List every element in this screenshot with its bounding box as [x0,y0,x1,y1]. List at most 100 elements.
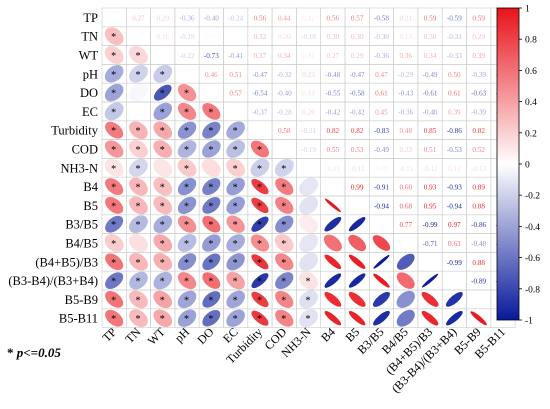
significance-star: * [160,70,165,81]
correlation-ellipse [104,27,124,46]
significance-star: * [281,277,286,288]
significance-star: * [135,51,140,62]
significance-star: * [135,126,140,137]
correlation-ellipse [153,64,173,83]
grid-cell [417,252,443,272]
correlation-ellipse [323,234,342,252]
coefficient-label: 0.93 [424,184,437,192]
correlation-ellipse [226,234,245,252]
significance-star: * [281,258,286,269]
grid-cell [247,120,273,140]
correlation-ellipse [105,178,124,196]
colorbar-tick-label: -0.4 [525,223,540,233]
coefficient-label: -0.73 [204,52,219,60]
coefficient-label: -0.42 [350,108,365,116]
significance-star: * [281,183,286,194]
significance-star: * [257,239,262,250]
correlation-ellipse [348,217,366,232]
significance-text: p<=0.05 [16,345,61,360]
correlation-ellipse [324,254,342,269]
correlation-ellipse [348,311,366,326]
coefficient-label: 0.47 [375,71,388,79]
row-label: (B4+B5)/B3 [35,255,98,269]
significance-star: * [208,145,213,156]
row-label: DO [80,86,98,100]
correlation-ellipse [251,178,269,195]
significance-star: * [184,314,189,325]
row-label: B5 [83,199,98,213]
correlation-ellipse [275,253,294,271]
correlation-ellipse [202,121,221,139]
significance-star: * [281,239,286,250]
significance-star: * [135,277,140,288]
significance-star: * [111,183,116,194]
coefficient-label: -0.11 [325,165,340,173]
correlation-ellipse [153,309,173,327]
coefficient-label: -0.55 [325,90,340,98]
coefficient-label: -0.48 [471,240,486,248]
correlation-ellipse [226,253,245,271]
coefficient-label: -0.86 [447,127,462,135]
coefficient-label: 0.46 [205,71,218,79]
significance-star: * [111,220,116,231]
coefficient-label: 0.20 [302,108,315,116]
coefficient-label: -0.12 [350,165,365,173]
significance-star: * [160,107,165,118]
correlation-ellipse [177,196,197,214]
coefficient-label: 0.85 [424,127,437,135]
coefficient-label: -0.13 [471,165,486,173]
coefficient-label: 0.82 [327,127,340,135]
significance-star: * [208,107,213,118]
correlation-ellipse [226,121,245,139]
column-label: B3/B5 [355,325,387,357]
coefficient-label: -0.83 [374,127,389,135]
correlation-ellipse [153,140,173,158]
significance-star: * [160,314,165,325]
row-label: TN [81,30,98,44]
significance-star: * [184,126,189,137]
coefficient-label: -0.11 [398,165,413,173]
grid-cell [320,176,346,197]
correlation-ellipse [396,253,415,270]
significance-star: * [233,239,238,250]
correlation-ellipse [177,272,197,290]
coefficient-label: 0.30 [424,33,437,41]
row-label: (B3-B4)/(B3+B4) [8,274,98,288]
coefficient-label: -0.37 [252,108,267,116]
significance-star: * [135,258,140,269]
correlation-ellipse [299,215,319,234]
row-label: EC [82,105,98,119]
grid-cell [174,64,200,84]
correlation-ellipse [324,216,342,232]
column-label: B4 [318,325,338,345]
significance-star: * [257,164,262,175]
coefficient-label: -0.89 [471,278,486,286]
correlation-ellipse [299,252,319,271]
correlation-ellipse [202,309,221,327]
correlation-ellipse [299,177,319,196]
significance-star: * [111,32,116,43]
significance-star: * [160,258,165,269]
row-label: WT [79,49,99,63]
correlation-ellipse [275,272,294,290]
coefficient-label: 0.95 [424,202,437,210]
correlation-ellipse [128,234,148,252]
significance-star: * [257,201,262,212]
significance-star: * [281,295,286,306]
correlation-ellipse [373,273,390,288]
row-label: B4/B5 [65,237,98,251]
correlation-ellipse [250,140,270,158]
significance-star: * [208,183,213,194]
correlation-ellipse [275,309,294,327]
row-label: B3/B5 [65,218,98,232]
significance-star: * [184,277,189,288]
colorbar-tick-label: 0.6 [525,67,537,77]
grid-cell [126,26,151,46]
coefficient-label: 0.23 [399,146,412,154]
correlation-ellipse [348,254,366,269]
coefficient-label: -0.12 [423,165,438,173]
correlation-ellipse [129,271,148,290]
coefficient-label: -0.53 [447,146,462,154]
correlation-ellipse [153,102,173,121]
coefficient-label: -0.47 [252,71,267,79]
